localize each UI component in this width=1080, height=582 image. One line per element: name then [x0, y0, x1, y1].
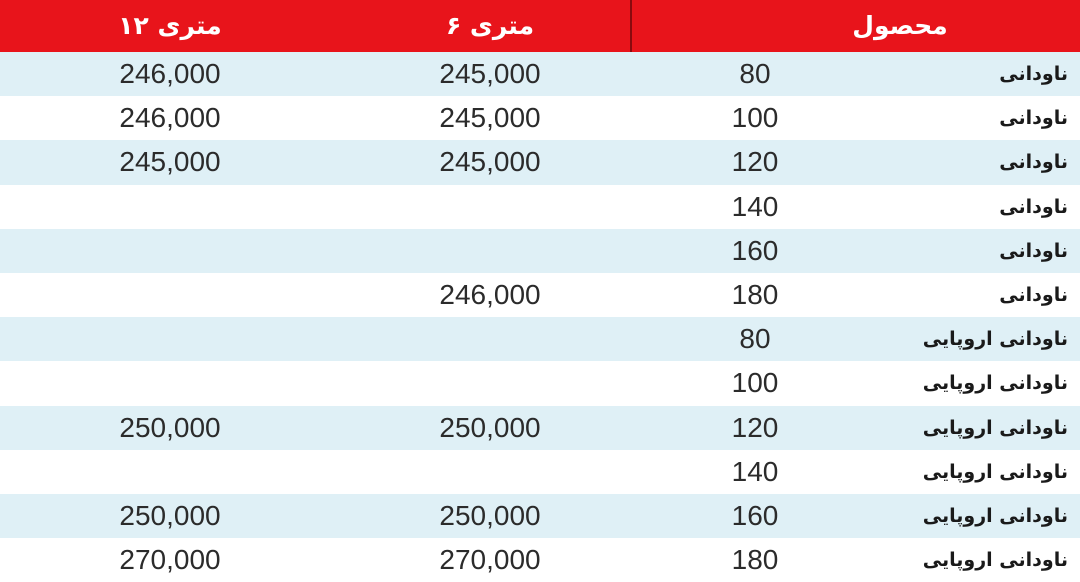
table-row: 100 ناودانی اروپایی: [0, 361, 1080, 406]
cell-product-name: ناودانی: [999, 283, 1068, 306]
cell-six-meter: [380, 361, 600, 405]
table-row: 246,000 245,000 100 ناودانی: [0, 96, 1080, 141]
cell-twelve-meter: [60, 273, 280, 317]
table-row: 250,000 250,000 160 ناودانی اروپایی: [0, 493, 1080, 539]
cell-six-meter: [380, 317, 600, 361]
cell-size: 180: [731, 544, 779, 576]
cell-size: 80: [739, 323, 771, 355]
table-row: 160 ناودانی: [0, 228, 1080, 273]
header-six-meter: ۶ متری: [445, 11, 535, 40]
cell-product-name: ناودانی اروپایی: [922, 328, 1068, 351]
cell-six-meter: [380, 229, 600, 273]
cell-size: 120: [731, 411, 779, 443]
table-row: 250,000 250,000 120 ناودانی اروپایی: [0, 405, 1080, 450]
cell-product-name: ناودانی اروپایی: [922, 416, 1068, 439]
cell-twelve-meter: 246,000: [119, 102, 221, 134]
cell-size: 100: [731, 367, 779, 399]
table-header: ۱۲ متری ۶ متری محصول: [0, 0, 1080, 53]
cell-six-meter: 245,000: [439, 58, 541, 89]
cell-size: 140: [731, 190, 779, 222]
table-body: 246,000 245,000 80 ناودانی 246,000 245,0…: [0, 52, 1080, 582]
cell-six-meter: 245,000: [439, 102, 541, 134]
cell-size: 160: [731, 499, 779, 531]
cell-product-name: ناودانی: [999, 239, 1068, 262]
cell-size: 120: [731, 146, 779, 178]
table-row: 140 ناودانی: [0, 184, 1080, 229]
header-divider: [630, 0, 632, 52]
table-row: 270,000 270,000 180 ناودانی اروپایی: [0, 538, 1080, 582]
cell-six-meter: 250,000: [439, 499, 541, 531]
cell-size: 140: [731, 455, 779, 487]
cell-six-meter: [380, 185, 600, 229]
cell-twelve-meter: [60, 361, 280, 405]
cell-twelve-meter: [60, 229, 280, 273]
cell-product-name: ناودانی اروپایی: [922, 372, 1068, 395]
cell-six-meter: [380, 450, 600, 494]
table-row: 245,000 245,000 120 ناودانی: [0, 140, 1080, 185]
cell-twelve-meter: 246,000: [119, 58, 221, 89]
cell-twelve-meter: 270,000: [119, 544, 221, 576]
cell-product-name: ناودانی: [999, 107, 1068, 130]
cell-twelve-meter: [60, 185, 280, 229]
cell-product-name: ناودانی اروپایی: [922, 549, 1068, 572]
cell-six-meter: 270,000: [439, 544, 541, 576]
cell-six-meter: 250,000: [439, 411, 541, 443]
cell-six-meter: 246,000: [439, 278, 541, 310]
cell-product-name: ناودانی: [999, 195, 1068, 218]
header-twelve-meter: ۱۲ متری: [118, 11, 222, 40]
cell-product-name: ناودانی اروپایی: [922, 460, 1068, 483]
cell-product-name: ناودانی: [999, 63, 1068, 85]
cell-twelve-meter: [60, 317, 280, 361]
table-row: 140 ناودانی اروپایی: [0, 449, 1080, 494]
cell-size: 80: [739, 58, 771, 89]
cell-size: 160: [731, 234, 779, 266]
cell-size: 100: [731, 102, 779, 134]
table-row: 80 ناودانی اروپایی: [0, 317, 1080, 362]
cell-six-meter: 245,000: [439, 146, 541, 178]
table-row: 246,000 180 ناودانی: [0, 272, 1080, 318]
cell-twelve-meter: 245,000: [119, 146, 221, 178]
table-row: 246,000 245,000 80 ناودانی: [0, 52, 1080, 97]
cell-product-name: ناودانی: [999, 151, 1068, 174]
cell-product-name: ناودانی اروپایی: [922, 504, 1068, 527]
cell-twelve-meter: 250,000: [119, 499, 221, 531]
cell-twelve-meter: 250,000: [119, 411, 221, 443]
cell-twelve-meter: [60, 450, 280, 494]
cell-size: 180: [731, 278, 779, 310]
header-product: محصول: [852, 11, 948, 40]
